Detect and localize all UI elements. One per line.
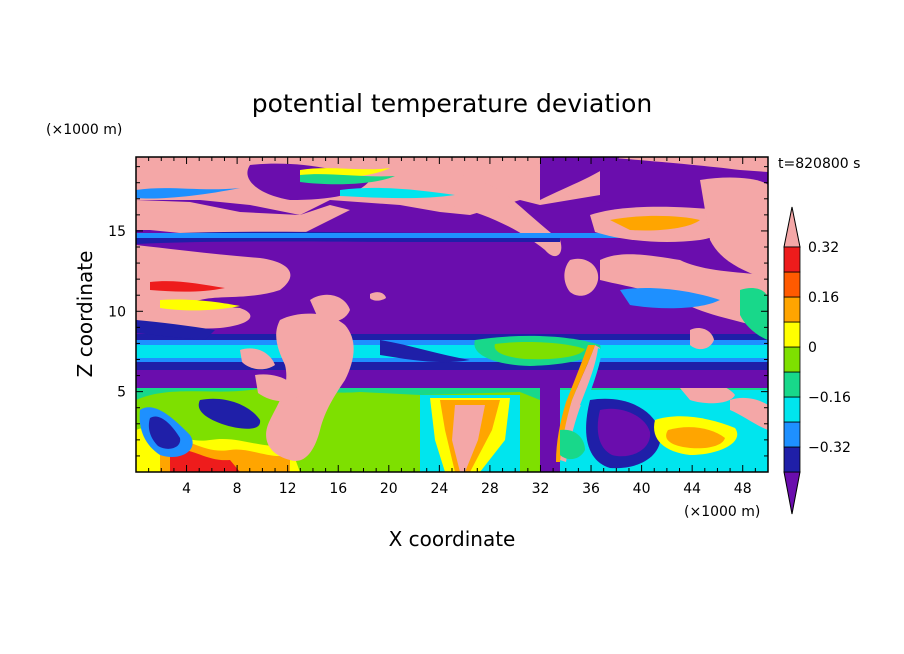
colorbar-cell	[783, 446, 801, 473]
x-tick-label: 48	[734, 481, 752, 497]
y-axis: 5 10 15	[108, 166, 768, 457]
contour-field	[136, 157, 768, 472]
x-tick-label: 40	[633, 481, 651, 497]
x-axis: 4 8 12 16 20 24 28 32 36 40 44 48	[148, 157, 756, 497]
y-tick-label: 5	[117, 385, 126, 401]
colorbar-bottom-arrow	[783, 471, 801, 515]
x-tick-label: 4	[182, 481, 191, 497]
colorbar-tick-label: −0.32	[808, 440, 851, 456]
y-tick-label: 10	[108, 304, 126, 320]
colorbar-cell	[783, 321, 801, 348]
colorbar-cell	[783, 296, 801, 323]
x-axis-label: X coordinate	[389, 527, 516, 551]
x-tick-label: 20	[380, 481, 398, 497]
colorbar-cell	[783, 346, 801, 373]
colorbar-cell	[783, 246, 801, 273]
x-tick-label: 16	[329, 481, 347, 497]
x-tick-label: 24	[430, 481, 448, 497]
x-tick-label: 32	[532, 481, 550, 497]
x-tick-label: 28	[481, 481, 499, 497]
x-tick-label: 12	[279, 481, 297, 497]
colorbar-tick-label: 0.32	[808, 240, 839, 256]
chart-title: potential temperature deviation	[252, 89, 652, 118]
x-axis-unit: (×1000 m)	[684, 504, 760, 520]
x-tick-label: 8	[233, 481, 242, 497]
colorbar-tick-label: 0	[808, 340, 817, 356]
colorbar: −0.32 −0.16 0 0.16 0.32	[783, 206, 851, 515]
y-axis-label: Z coordinate	[73, 251, 97, 378]
colorbar-tick-label: 0.16	[808, 290, 839, 306]
colorbar-cell	[783, 421, 801, 448]
x-tick-label: 44	[683, 481, 701, 497]
x-tick-label: 36	[582, 481, 600, 497]
colorbar-tick-label: −0.16	[808, 390, 851, 406]
colorbar-cell	[783, 271, 801, 298]
y-tick-label: 15	[108, 224, 126, 240]
y-axis-unit: (×1000 m)	[46, 122, 122, 138]
time-label: t=820800 s	[778, 156, 860, 172]
colorbar-cell	[783, 371, 801, 398]
colorbar-top-arrow	[783, 206, 801, 248]
colorbar-cell	[783, 396, 801, 423]
